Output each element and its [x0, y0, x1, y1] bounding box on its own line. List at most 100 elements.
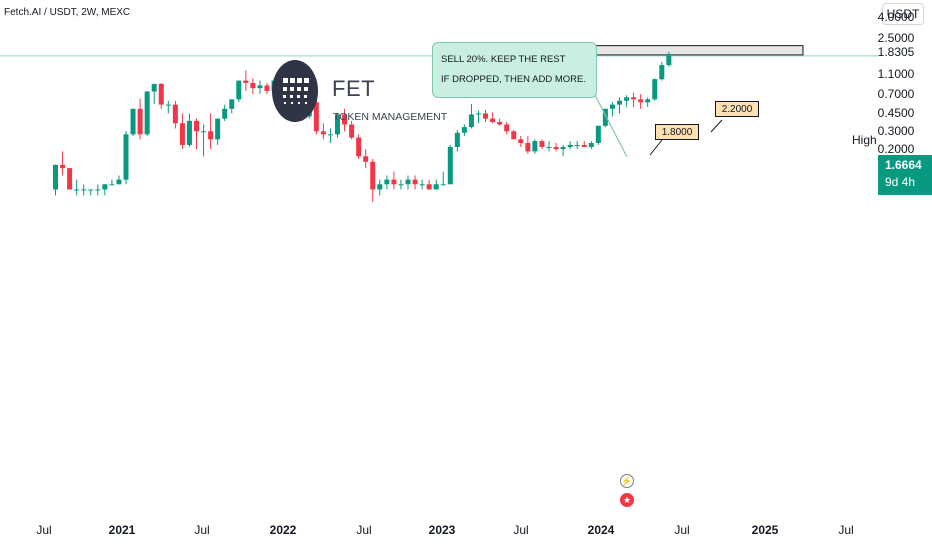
candle-body[interactable]: [546, 146, 552, 148]
candle-body[interactable]: [574, 144, 580, 146]
candle-body[interactable]: [165, 104, 171, 106]
candle-body[interactable]: [53, 164, 58, 190]
bar-countdown: 9d 4h: [885, 175, 916, 189]
candle-body[interactable]: [74, 189, 80, 191]
candle-body[interactable]: [67, 168, 73, 190]
candle-body[interactable]: [130, 108, 136, 135]
candle-body[interactable]: [497, 122, 503, 125]
candle-body[interactable]: [426, 184, 432, 190]
candle-body[interactable]: [398, 184, 404, 186]
candle-body[interactable]: [659, 65, 665, 80]
candle-body[interactable]: [88, 189, 94, 191]
candle-body[interactable]: [405, 179, 411, 185]
brand-ticker: FET: [332, 76, 376, 101]
candle-body[interactable]: [645, 99, 651, 103]
currency-button[interactable]: USDT: [882, 3, 924, 25]
target-label-2[interactable]: 2.2000: [715, 101, 759, 117]
candle-body[interactable]: [179, 123, 185, 145]
time-tick-label: Jul: [194, 523, 210, 537]
candle-body[interactable]: [440, 184, 446, 186]
candle-body[interactable]: [215, 118, 221, 140]
time-tick-label: Jul: [838, 523, 854, 537]
candle-body[interactable]: [447, 146, 453, 185]
candle-body[interactable]: [419, 184, 425, 186]
candle-body[interactable]: [468, 114, 474, 128]
candle-body[interactable]: [602, 108, 608, 126]
candle-body[interactable]: [186, 120, 192, 145]
candle-body[interactable]: [504, 124, 510, 132]
candle-body[interactable]: [624, 97, 630, 101]
candle-body[interactable]: [229, 99, 235, 109]
candle-body[interactable]: [391, 179, 397, 185]
candle-body[interactable]: [370, 161, 376, 190]
time-tick-label: 2021: [108, 523, 136, 537]
candle-body[interactable]: [151, 83, 157, 92]
candle-body[interactable]: [567, 144, 573, 147]
fet-logo-icon: [272, 60, 318, 122]
candle-body[interactable]: [483, 113, 489, 119]
candle-body[interactable]: [588, 142, 594, 147]
candle-body[interactable]: [454, 132, 460, 147]
candle-body[interactable]: [335, 114, 340, 135]
candle-body[interactable]: [518, 139, 524, 143]
candle-body[interactable]: [243, 80, 249, 83]
candle-body[interactable]: [412, 179, 418, 185]
candle-body[interactable]: [257, 85, 263, 89]
candle-body[interactable]: [81, 189, 87, 191]
candle-body[interactable]: [476, 113, 481, 115]
candle-body[interactable]: [327, 134, 333, 136]
candle-body[interactable]: [342, 114, 348, 125]
time-tick-label: 2022: [269, 523, 297, 537]
candle-body[interactable]: [553, 146, 559, 150]
us-flag-icon[interactable]: ★: [620, 493, 634, 507]
candle-body[interactable]: [363, 156, 369, 162]
price-tick-label: 1.8305: [877, 44, 915, 59]
candle-body[interactable]: [609, 104, 615, 109]
lightning-icon[interactable]: ⚡: [620, 474, 634, 488]
candle-body[interactable]: [116, 179, 122, 185]
candle-body[interactable]: [264, 85, 270, 91]
candle-body[interactable]: [313, 102, 319, 132]
candle-body[interactable]: [109, 184, 115, 186]
last-price-value: 1.6664: [885, 158, 922, 172]
candle-body[interactable]: [144, 91, 150, 135]
candle-body[interactable]: [137, 108, 143, 135]
candle-body[interactable]: [461, 127, 467, 133]
candle-body[interactable]: [172, 104, 178, 124]
candle-body[interactable]: [208, 131, 214, 140]
candle-body[interactable]: [560, 146, 566, 150]
candle-body[interactable]: [617, 100, 622, 105]
candle-body[interactable]: [356, 137, 362, 157]
candle-body[interactable]: [638, 99, 644, 103]
time-tick-label: Jul: [36, 523, 52, 537]
candle-body[interactable]: [631, 97, 637, 100]
candle-body[interactable]: [377, 184, 383, 190]
candle-body[interactable]: [222, 108, 228, 119]
candle-body[interactable]: [581, 144, 587, 147]
candle-body[interactable]: [511, 131, 517, 140]
candle-body[interactable]: [349, 124, 355, 138]
candle-body[interactable]: [490, 118, 496, 123]
candle-body[interactable]: [666, 55, 672, 66]
candle-body[interactable]: [201, 131, 207, 133]
candle-body[interactable]: [102, 184, 108, 190]
candle-body[interactable]: [539, 141, 545, 147]
candle-body[interactable]: [123, 134, 129, 180]
time-tick-label: 2023: [428, 523, 456, 537]
candle-body[interactable]: [532, 141, 538, 152]
candle-body[interactable]: [236, 80, 242, 100]
candle-body[interactable]: [525, 142, 531, 152]
candle-body[interactable]: [433, 184, 439, 190]
candle-body[interactable]: [60, 164, 66, 169]
candle-body[interactable]: [250, 82, 256, 89]
candle-body[interactable]: [384, 179, 390, 185]
candle-body[interactable]: [95, 189, 101, 191]
candle-body[interactable]: [194, 120, 199, 132]
candle-body[interactable]: [320, 131, 326, 135]
candle-body[interactable]: [652, 79, 658, 100]
target-label-1[interactable]: 1.8000: [655, 124, 699, 140]
candle-body[interactable]: [595, 125, 601, 143]
candle-body[interactable]: [158, 83, 164, 105]
sell-callout[interactable]: SELL 20%. KEEP THE REST IF DROPPED, THEN…: [432, 42, 597, 98]
